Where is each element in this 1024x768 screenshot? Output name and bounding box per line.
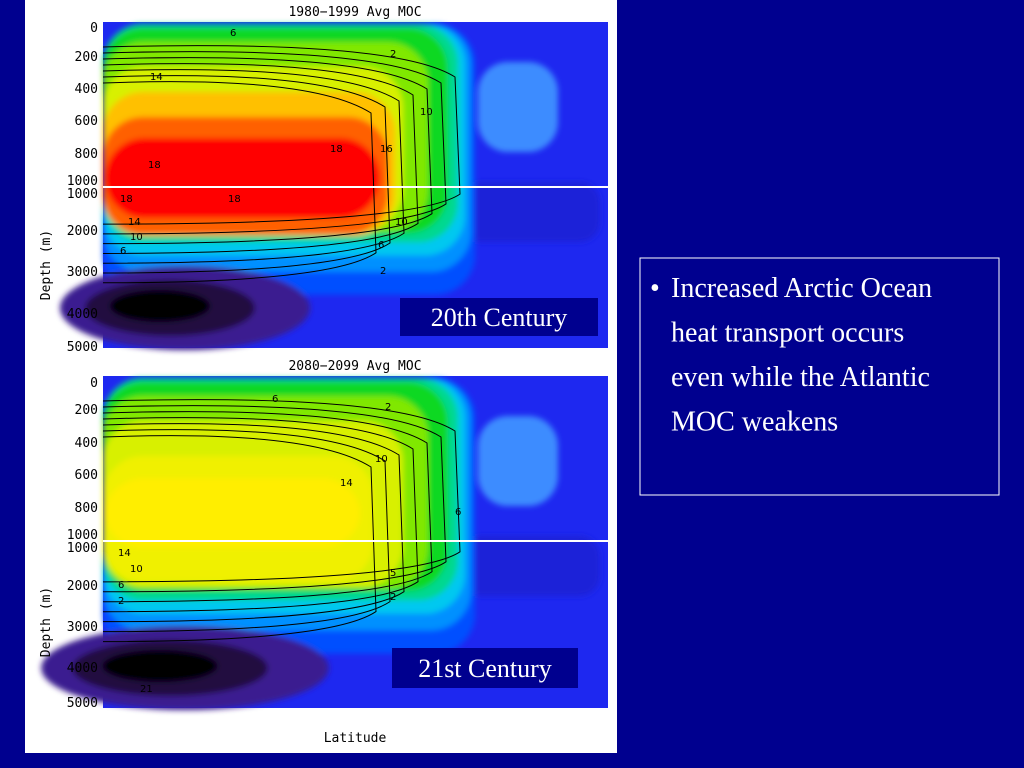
contour-label: 2	[380, 266, 386, 277]
plot-title: 1980−1999 Avg MOC	[288, 5, 421, 20]
contour-label: 2	[390, 49, 396, 60]
contour-line	[102, 429, 391, 633]
y-tick-label: 4000	[67, 661, 98, 676]
bullet-text: Increased Arctic Ocean heat transport occ…	[671, 273, 932, 438]
contour-label: 14	[340, 478, 353, 489]
contour-line	[102, 399, 461, 583]
contour-line	[102, 69, 405, 264]
y-tick-label: 2000	[67, 224, 98, 239]
y-tick-label: 2000	[67, 579, 98, 594]
y-tick-label: 800	[75, 147, 98, 162]
contour-label: 10	[420, 107, 433, 118]
contour-region	[102, 650, 218, 682]
contour-line	[102, 405, 447, 593]
contour-label: 14	[128, 217, 141, 228]
contour-label: 18	[330, 144, 343, 155]
x-axis-label: Latitude	[324, 731, 387, 746]
contour-region	[478, 62, 558, 152]
bullet-line: Increased Arctic Ocean	[671, 273, 932, 304]
contour-line	[102, 411, 433, 603]
caption: 21st Century	[418, 654, 552, 683]
bullet-line: MOC weakens	[671, 407, 838, 438]
contour-region	[478, 416, 558, 506]
contour-label: 14	[150, 72, 163, 83]
bullet-line: heat transport occurs	[671, 318, 904, 349]
y-tick-label: 600	[75, 114, 98, 129]
bullet-line: even while the Atlantic	[671, 362, 930, 393]
contour-label: 10	[130, 564, 143, 575]
contour-label: 18	[148, 160, 161, 171]
y-tick-label: 0	[90, 376, 98, 391]
contour-label: 14	[118, 548, 131, 559]
contour-label: 6	[230, 28, 236, 39]
y-tick-label: 1000	[67, 528, 98, 543]
caption: 20th Century	[431, 303, 568, 332]
y-tick-label: 600	[75, 468, 98, 483]
contour-label: 5	[390, 568, 396, 579]
y-tick-label: 4000	[67, 307, 98, 322]
y-tick-label: 0	[90, 21, 98, 36]
y-tick-label: 200	[75, 50, 98, 65]
y-axis-label: Depth (m)	[39, 230, 54, 300]
contour-label: 6	[272, 394, 278, 405]
contour-plot: 1980−1999 Avg MOC Depth (m) 0 200 400 600 800 1…	[39, 5, 608, 355]
contour-line	[102, 435, 377, 643]
contour-label: 18	[120, 194, 133, 205]
plot-title: 2080−2099 Avg MOC	[288, 359, 421, 374]
y-tick-label: 1000	[67, 174, 98, 189]
contour-label: 6	[118, 580, 124, 591]
contour-region	[110, 290, 210, 322]
text-box	[639, 257, 1000, 496]
contour-line	[102, 63, 419, 254]
contour-label: 21	[140, 684, 153, 695]
contour-region	[105, 478, 360, 548]
y-axis-label: Depth (m)	[39, 587, 54, 657]
plots: 1980−1999 Avg MOC Depth (m) 0 200 400 600 800 1…	[39, 5, 608, 711]
contour-line	[102, 417, 419, 613]
caption-box	[392, 648, 578, 688]
contour-fill	[60, 24, 600, 350]
bullet: •	[650, 273, 660, 304]
contour-label: 2	[390, 592, 396, 603]
y-tick-label: 3000	[67, 265, 98, 280]
contour-label: 10	[375, 454, 388, 465]
contour-line	[102, 51, 447, 235]
contour-line	[102, 423, 405, 623]
contour-label: 6	[378, 240, 384, 251]
contour-label: 10	[395, 217, 408, 228]
contour-label: 10	[130, 232, 143, 243]
y-tick-label: 400	[75, 82, 98, 97]
contour-label: 16	[380, 144, 393, 155]
y-tick-label: 400	[75, 436, 98, 451]
contour-label: 6	[120, 246, 126, 257]
y-tick-label: 200	[75, 403, 98, 418]
contour-line	[102, 57, 433, 245]
y-tick-label: 5000	[67, 340, 98, 355]
caption-box	[400, 298, 598, 336]
contour-plot: 2080−2099 Avg MOC Depth (m) 0 200 400 600 800 1…	[39, 359, 608, 711]
contour-line	[102, 81, 377, 284]
y-tick-label: 1000	[67, 187, 98, 202]
contour-label: 2	[385, 402, 391, 413]
y-tick-label: 1000	[67, 541, 98, 556]
contour-line	[102, 45, 461, 225]
contour-region	[105, 138, 380, 218]
contour-label: 18	[228, 194, 241, 205]
contour-line	[102, 75, 391, 274]
y-tick-label: 3000	[67, 620, 98, 635]
contour-fill	[41, 378, 600, 710]
contour-label: 2	[118, 596, 124, 607]
contour-label: 6	[455, 507, 461, 518]
y-tick-label: 800	[75, 501, 98, 516]
y-tick-label: 5000	[67, 696, 98, 711]
